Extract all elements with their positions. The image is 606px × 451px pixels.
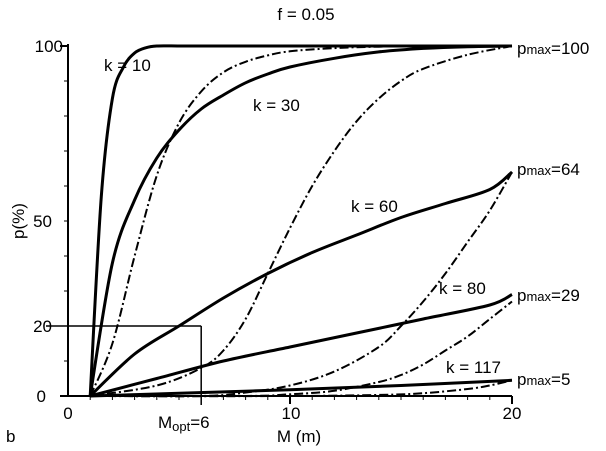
dashdot-curve-8 (90, 300, 513, 398)
dashdot-curve-6 (90, 45, 513, 397)
x-tick-label-10: 10 (282, 404, 301, 423)
y-axis-label: p(%) (9, 203, 28, 239)
solid-curve-10 (88, 44, 512, 397)
pmax-label-5: pmax=5 (517, 370, 570, 389)
curve-label-k30: k = 30 (253, 96, 300, 115)
m-opt-label: Mopt=6 (158, 413, 210, 434)
y-tick-label-0: 0 (37, 387, 46, 406)
curve-label-k80: k = 80 (439, 279, 486, 298)
y-tick-label-50: 50 (33, 212, 52, 231)
y-tick-label-20: 20 (33, 317, 52, 336)
dashdot-curve-5 (89, 44, 512, 397)
solid-curve-117 (90, 378, 513, 398)
solid-curve-30 (88, 44, 513, 397)
y-tick-label-100: 100 (35, 37, 63, 56)
curve-label-k117: k = 117 (446, 358, 501, 377)
curves-group (88, 44, 513, 398)
x-axis-label: M (m) (277, 427, 321, 446)
pmax-label-64: pmax=64 (517, 160, 580, 179)
x-tick-label-0: 0 (63, 404, 72, 423)
dashdot-curve-7 (90, 171, 513, 398)
pmax-label-100: pmax=100 (517, 39, 589, 58)
solid-curve-80 (89, 293, 513, 398)
curve-label-k10: k = 10 (104, 56, 151, 75)
curve-label-k60: k = 60 (351, 197, 398, 216)
x-tick-label-20: 20 (503, 404, 522, 423)
pmax-label-29: pmax=29 (517, 286, 580, 305)
chart-title: f = 0.05 (277, 5, 334, 24)
panel-label: b (6, 427, 15, 446)
solid-curve-60 (89, 170, 513, 398)
